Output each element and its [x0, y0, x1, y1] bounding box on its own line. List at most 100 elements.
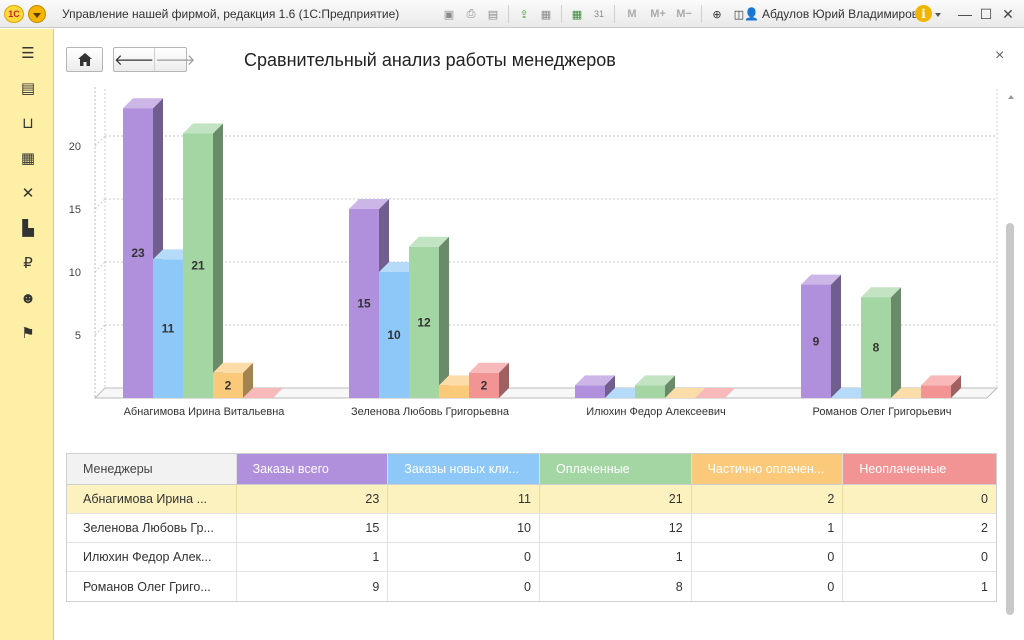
column-header[interactable]: Заказы новых кли...	[388, 454, 540, 484]
table-row[interactable]: Романов Олег Григо... 9 0 8 0 1	[67, 572, 996, 601]
value-cell[interactable]: 1	[540, 543, 692, 571]
calculator-icon[interactable]: ▦	[571, 8, 583, 21]
ruble-icon[interactable]: ₽	[23, 255, 33, 272]
bar	[921, 385, 951, 398]
bar-data-label: 23	[131, 246, 145, 260]
bar	[409, 246, 439, 398]
toolbar-separator	[561, 5, 562, 23]
back-button[interactable]: 🡐	[114, 48, 154, 71]
value-cell[interactable]: 10	[388, 514, 540, 542]
upload-icon[interactable]: ⇪	[519, 8, 529, 21]
value-cell[interactable]: 9	[237, 572, 389, 601]
column-header-label: Оплаченные	[555, 462, 630, 476]
forward-button[interactable]: 🡒	[154, 48, 195, 71]
flag-icon[interactable]: ⚑	[21, 325, 35, 342]
value-cell[interactable]: 0	[388, 543, 540, 571]
value-cell[interactable]: 1	[237, 543, 389, 571]
basket-icon[interactable]: ⊔	[22, 115, 34, 132]
print-preview-icon[interactable]: ▤	[487, 8, 499, 21]
maximize-button[interactable]: ☐	[979, 5, 993, 22]
bar-top	[921, 375, 961, 386]
value-cell[interactable]: 11	[388, 485, 540, 513]
vertical-scrollbar[interactable]	[1005, 93, 1017, 625]
value-cell[interactable]: 2	[981, 521, 988, 535]
value-cell[interactable]: 0	[692, 572, 844, 601]
sections-sidebar: ☰ ▤ ⊔ ▦ ✕ ▙ ₽ ☻ ⚑	[0, 29, 54, 640]
contact-card-icon[interactable]: ▤	[20, 80, 36, 97]
bar-data-label: 11	[162, 322, 175, 336]
tools-icon[interactable]: ✕	[21, 185, 35, 202]
column-header[interactable]: Менеджеры	[67, 454, 237, 484]
chevron-down-icon[interactable]	[935, 13, 941, 17]
y-tick-label: 5	[75, 330, 81, 342]
column-header[interactable]: Оплаченные	[539, 454, 692, 484]
main-menu-button[interactable]	[28, 5, 46, 23]
y-tick-label: 10	[69, 267, 81, 279]
value-cell[interactable]: 0	[692, 543, 844, 571]
value-cell[interactable]: 8	[540, 572, 692, 601]
manager-name-cell[interactable]: Илюхин Федор Алек...	[67, 543, 237, 571]
column-header-label: Неоплаченные	[859, 462, 947, 476]
value-cell[interactable]: 2	[692, 485, 844, 513]
value-cell[interactable]: 23	[237, 485, 389, 513]
memory-subtract-button[interactable]: M−	[676, 8, 692, 20]
table-row[interactable]: Зеленова Любовь Гр... 15 10 12 1 2	[67, 514, 996, 543]
scroll-up-arrow-icon[interactable]	[1008, 95, 1014, 99]
close-form-button[interactable]: ×	[995, 47, 1005, 64]
value-cell[interactable]: 1	[692, 514, 844, 542]
bar	[349, 209, 379, 398]
panel-toggle-icon[interactable]: ◫	[733, 8, 745, 21]
table-row[interactable]: Илюхин Федор Алек... 1 0 1 0 0	[67, 543, 996, 572]
page-title: Сравнительный анализ работы менеджеров	[244, 50, 616, 70]
value-cell[interactable]: 21	[540, 485, 692, 513]
memory-add-button[interactable]: M+	[650, 8, 666, 20]
people-icon[interactable]: ☻	[20, 289, 36, 307]
scroll-thumb[interactable]	[1006, 223, 1014, 615]
minimize-button[interactable]: —	[958, 6, 972, 22]
bar-side	[499, 362, 509, 398]
bar-side	[243, 362, 253, 398]
close-window-button[interactable]: ✕	[1002, 5, 1014, 22]
column-header-label: Менеджеры	[83, 462, 153, 476]
value-cell[interactable]: 0	[388, 572, 540, 601]
column-header[interactable]: Частично оплачен...	[691, 454, 844, 484]
bar-side	[951, 375, 961, 398]
manager-name-cell[interactable]: Зеленова Любовь Гр...	[67, 514, 237, 542]
titlebar-toolbar: ▣ ⎙ ▤ ⇪ ▦ ▦ 31 M M+ M− ⊕ ◫	[440, 5, 748, 23]
bar-top	[575, 375, 615, 386]
zoom-icon[interactable]: ⊕	[712, 8, 722, 21]
bar-top	[635, 375, 675, 386]
hamburger-menu-icon[interactable]: ☰	[21, 45, 35, 62]
value-cell[interactable]: 15	[237, 514, 389, 542]
managers-table: Менеджеры Заказы всего Заказы новых кли...…	[66, 453, 997, 602]
column-header[interactable]: Неоплаченные	[843, 454, 996, 484]
print-icon[interactable]: ⎙	[466, 7, 476, 20]
bar	[123, 108, 153, 398]
warehouse-icon[interactable]: ▦	[20, 150, 36, 167]
bar-top	[469, 362, 509, 373]
scan-icon[interactable]: ▦	[540, 8, 552, 21]
bar	[183, 133, 213, 398]
current-user[interactable]: 👤 Абдулов Юрий Владимирович	[744, 7, 931, 21]
manager-name-cell[interactable]: Романов Олег Григо...	[67, 572, 237, 601]
bar-top	[183, 123, 223, 134]
x-category-label: Зеленова Любовь Григорьевна	[351, 406, 510, 418]
memory-button[interactable]: M	[627, 8, 637, 20]
manager-name-cell[interactable]: Абнагимова Ирина ...	[67, 485, 237, 513]
bar-top	[349, 199, 389, 209]
bar-side	[439, 236, 449, 398]
arrow-right-icon: 🡒	[155, 52, 196, 69]
value-cell[interactable]: 0	[981, 550, 988, 564]
value-cell[interactable]: 12	[540, 514, 692, 542]
column-header[interactable]: Заказы всего	[236, 454, 389, 484]
value-cell[interactable]: 0	[981, 492, 988, 506]
factory-icon[interactable]: ▙	[22, 220, 34, 237]
bar-side	[605, 375, 615, 398]
home-button[interactable]	[66, 47, 103, 72]
info-icon[interactable]: i	[915, 5, 932, 22]
save-icon[interactable]: ▣	[443, 8, 455, 21]
value-cell[interactable]: 1	[981, 579, 988, 594]
calendar-icon[interactable]: 31	[593, 9, 604, 19]
table-row[interactable]: Абнагимова Ирина ... 23 11 21 2 0	[67, 485, 996, 514]
grid-depth-line	[94, 261, 106, 273]
